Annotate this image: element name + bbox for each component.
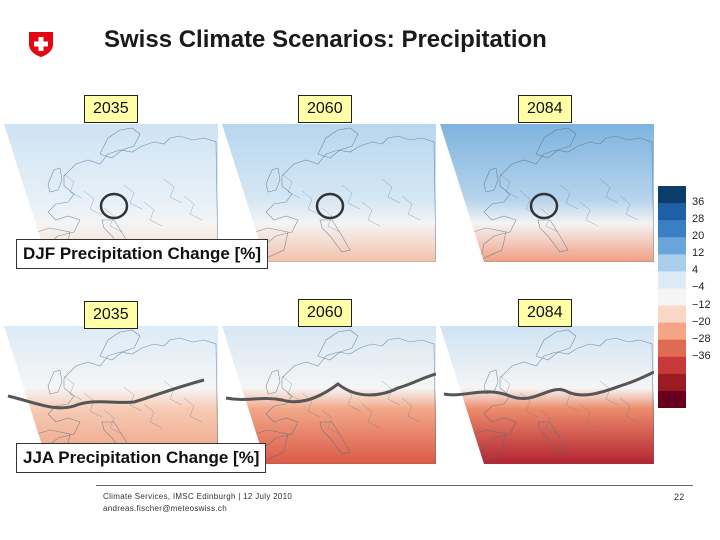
map-panel-jja-2035 xyxy=(4,326,218,464)
map-panel-jja-2060 xyxy=(222,326,436,464)
year-label-jja-2035: 2035 xyxy=(84,301,138,329)
colorbar-swatch xyxy=(658,203,686,221)
colorbar-tick-label: −4 xyxy=(692,281,705,294)
colorbar-swatch xyxy=(658,220,686,238)
colorbar-swatch xyxy=(658,373,686,392)
colorbar-tick-label: 20 xyxy=(692,230,705,243)
colorbar xyxy=(658,186,686,408)
colorbar-tick-label: 12 xyxy=(692,247,705,260)
colorbar-swatch xyxy=(658,322,686,341)
colorbar-tick-label: 4 xyxy=(692,264,699,277)
year-label-djf-2060: 2060 xyxy=(298,95,352,123)
year-label-djf-2084: 2084 xyxy=(518,95,572,123)
year-label-jja-2060: 2060 xyxy=(298,299,352,327)
page-title: Swiss Climate Scenarios: Precipitation xyxy=(104,26,547,53)
swiss-cross-logo xyxy=(29,32,53,57)
footer-divider xyxy=(96,485,693,486)
jja-section-label: JJA Precipitation Change [%] xyxy=(16,443,267,473)
colorbar-swatch xyxy=(658,356,686,375)
colorbar-tick-label: −20 xyxy=(692,315,711,328)
djf-section-label: DJF Precipitation Change [%] xyxy=(16,239,269,269)
colorbar-swatch xyxy=(658,271,686,289)
map-panel-djf-2084 xyxy=(440,124,654,262)
map-panel-jja-2084 xyxy=(440,326,654,464)
footer-event: Climate Services, IMSC Edinburgh | 12 Ju… xyxy=(103,492,293,501)
colorbar-swatch xyxy=(658,288,686,307)
colorbar-swatch xyxy=(658,254,686,272)
colorbar-swatch xyxy=(658,339,686,358)
colorbar-swatch xyxy=(658,237,686,255)
footer-email: andreas.fischer@meteoswiss.ch xyxy=(103,504,227,513)
colorbar-tick-label: −28 xyxy=(692,332,711,345)
page-number: 22 xyxy=(674,492,685,502)
colorbar-swatch xyxy=(658,186,686,204)
year-label-djf-2035: 2035 xyxy=(84,95,138,123)
colorbar-tick-label: −12 xyxy=(692,298,711,311)
colorbar-tick-label: 36 xyxy=(692,196,705,209)
colorbar-tick-label: −36 xyxy=(692,349,711,362)
colorbar-swatch xyxy=(658,390,686,408)
colorbar-swatch xyxy=(658,305,686,324)
year-label-jja-2084: 2084 xyxy=(518,299,572,327)
colorbar-tick-label: 28 xyxy=(692,213,705,226)
